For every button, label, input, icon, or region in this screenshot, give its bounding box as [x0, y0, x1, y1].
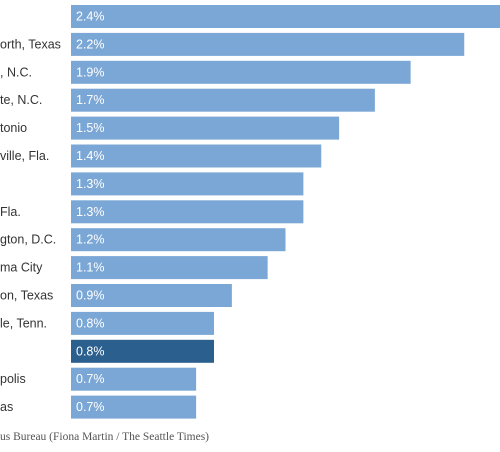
bar-value-label: 0.9% [76, 289, 105, 303]
bar [71, 5, 500, 28]
category-label: le, Tenn. [0, 316, 47, 330]
bar [71, 200, 304, 224]
category-label: ville, Fla. [0, 149, 49, 163]
bar-value-label: 0.8% [76, 344, 105, 358]
bar [71, 32, 465, 56]
bar [71, 367, 197, 391]
bar-value-label: 1.4% [76, 149, 105, 163]
bar-value-label: 1.9% [76, 65, 105, 79]
source-credit: us Bureau (Fiona Martin / The Seattle Ti… [0, 431, 210, 443]
category-label: orth, Texas [0, 37, 61, 51]
category-label: polis [0, 372, 26, 386]
bar [71, 116, 340, 140]
bar-value-label: 0.8% [76, 316, 105, 330]
bar-value-label: 1.3% [76, 177, 105, 191]
category-label: ma City [0, 261, 43, 275]
category-label: gton, D.C. [0, 233, 56, 247]
bar [71, 228, 286, 252]
category-label: tonio [0, 121, 27, 135]
bar-value-label: 1.2% [76, 233, 105, 247]
bar-value-label: 1.5% [76, 121, 105, 135]
bar-chart: 2.4% 2.2% orth, Texas 1.9% , N.C. 1.7% te, N.C… [0, 5, 500, 419]
category-label: on, Texas [0, 289, 53, 303]
bar-value-label: 1.3% [76, 205, 105, 219]
bar-value-label: 2.4% [76, 10, 105, 24]
category-label: Fla. [0, 205, 21, 219]
bar [71, 172, 304, 196]
bar-value-label: 1.7% [76, 93, 105, 107]
bar [71, 311, 214, 335]
bar-value-label: 1.1% [76, 261, 105, 275]
bar [71, 60, 411, 84]
bar [71, 88, 375, 112]
bar-value-label: 0.7% [76, 400, 105, 414]
bar-value-label: 2.2% [76, 37, 105, 51]
bar [71, 395, 197, 419]
bar-value-label: 0.7% [76, 372, 105, 386]
bar [71, 339, 214, 363]
bar [71, 284, 232, 307]
category-label: , N.C. [0, 65, 32, 79]
category-label: as [0, 400, 13, 414]
bar [71, 256, 268, 280]
bar [71, 144, 322, 168]
category-label: te, N.C. [0, 93, 42, 107]
